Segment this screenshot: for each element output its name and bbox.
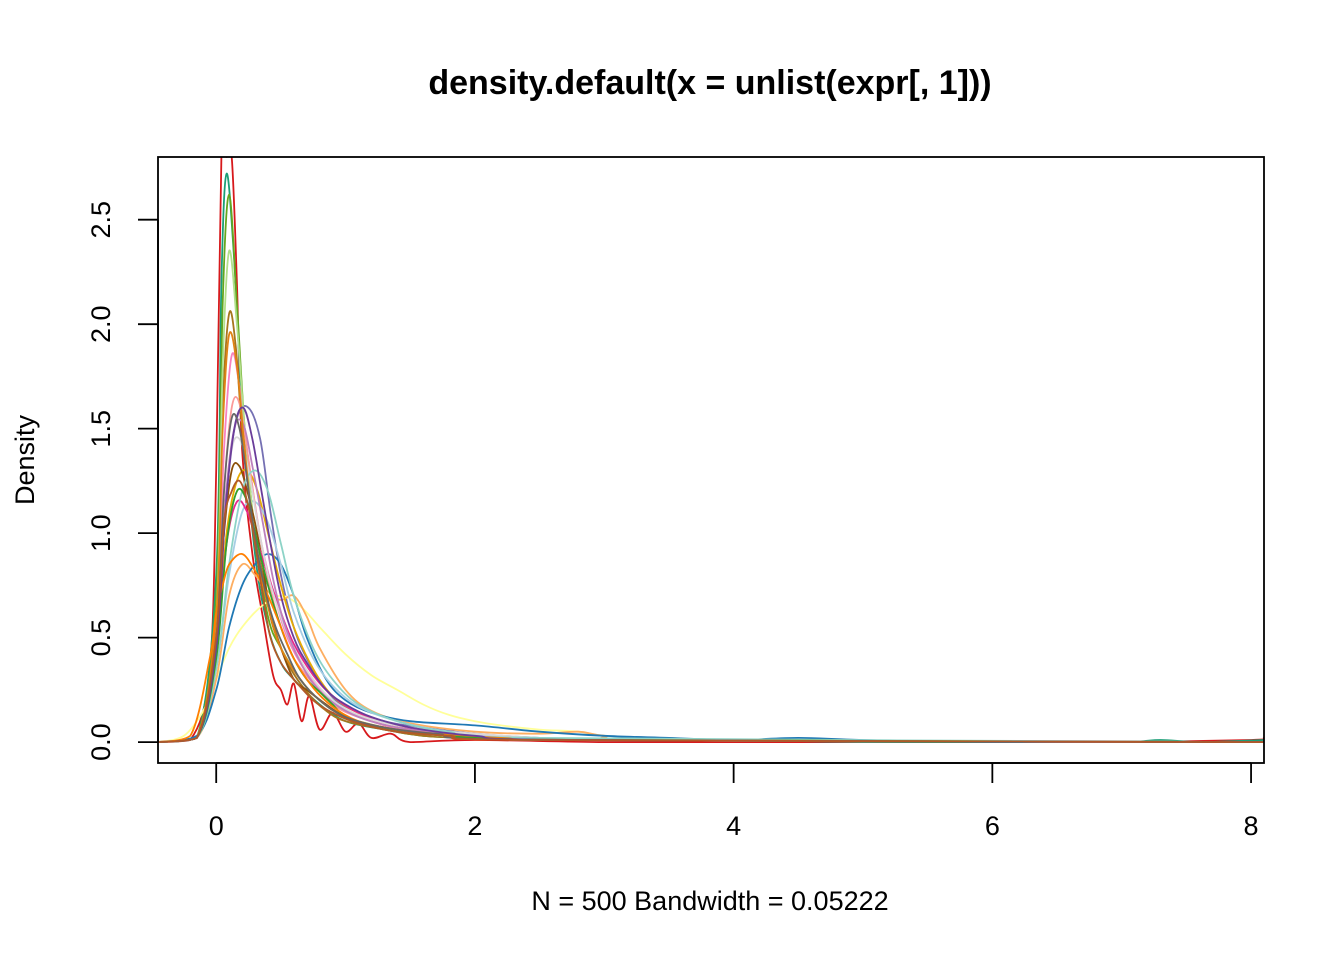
y-axis-label: Density (10, 414, 40, 505)
x-tick-label: 6 (985, 811, 1000, 841)
density-curve-6 (158, 562, 1264, 743)
density-curve-7 (158, 310, 1264, 743)
x-tick-label: 0 (209, 811, 224, 841)
density-curve-14 (158, 396, 1264, 743)
density-curve-15 (158, 499, 1264, 743)
density-curve-18 (158, 469, 1264, 743)
density-curve-10 (158, 468, 1264, 743)
density-curve-9 (158, 553, 1264, 744)
density-curve-1 (158, 157, 1264, 744)
y-axis: 0.0 0.5 1.0 1.5 2.0 2.5 (86, 201, 159, 761)
x-tick-label: 2 (467, 811, 482, 841)
chart-title: density.default(x = unlist(expr[, 1])) (428, 64, 991, 102)
y-tick-label: 0.5 (86, 619, 116, 657)
density-curve-8 (158, 352, 1264, 743)
x-axis: 0 2 4 6 8 (209, 762, 1259, 841)
y-tick-label: 2.5 (86, 201, 116, 239)
plot-frame (157, 156, 1265, 764)
x-axis-label: N = 500 Bandwidth = 0.05222 (531, 886, 888, 916)
y-tick-label: 0.0 (86, 723, 116, 761)
density-curve-3 (158, 193, 1264, 743)
series-layer (158, 157, 1264, 744)
y-tick-label: 2.0 (86, 305, 116, 343)
density-curve-11 (158, 500, 1264, 743)
x-tick-label: 4 (726, 811, 741, 841)
density-curve-21 (158, 553, 1264, 743)
y-tick-label: 1.0 (86, 514, 116, 552)
x-tick-label: 8 (1244, 811, 1259, 841)
density-curve-19 (158, 331, 1264, 743)
y-tick-label: 1.5 (86, 410, 116, 448)
density-curve-24 (158, 479, 1264, 743)
